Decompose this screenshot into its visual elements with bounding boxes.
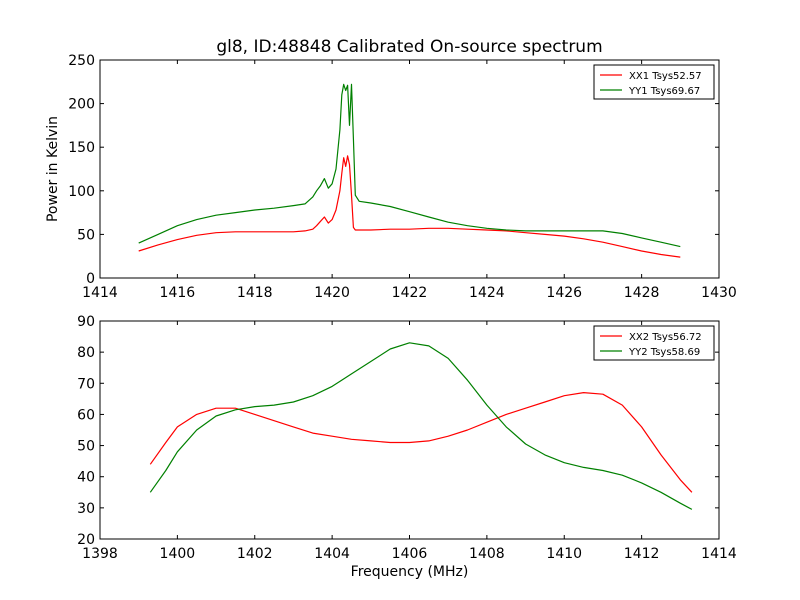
legend-entry: XX2 Tsys56.72	[629, 332, 702, 343]
x-tick-label: 1424	[469, 285, 505, 301]
legend: XX2 Tsys56.72 YY2 Tsys58.69	[593, 325, 715, 361]
y-tick-label: 100	[68, 184, 95, 200]
x-tick-label: 1414	[82, 285, 118, 301]
x-tick-label: 1402	[237, 546, 273, 562]
x-tick-label: 1412	[624, 546, 660, 562]
chart-title: gl8, ID:48848 Calibrated On-source spect…	[216, 37, 602, 57]
y-tick-label: 90	[77, 314, 95, 330]
series-line-1	[138, 155, 681, 258]
chart-panels: 1414 1416 1418 1420 1422 1424 1426 1428 14300501…	[45, 37, 737, 580]
y-tick-label: 40	[77, 470, 95, 486]
y-tick-label: 250	[68, 53, 95, 69]
y-tick-label: 50	[77, 439, 95, 455]
y-tick-label: 0	[86, 271, 95, 287]
legend-entry: YY1 Tsys69.67	[628, 86, 700, 97]
y-tick-label: 50	[77, 227, 95, 243]
legend: XX1 Tsys52.57 YY1 Tsys69.67	[593, 64, 715, 100]
legend-entry: XX1 Tsys52.57	[629, 71, 702, 82]
series-line-1	[149, 392, 693, 493]
y-axis-label: Power in Kelvin	[45, 116, 61, 222]
x-tick-label: 1426	[546, 285, 582, 301]
x-tick-label: 1400	[160, 546, 196, 562]
y-tick-label: 60	[77, 407, 95, 423]
x-tick-label: 1414	[701, 546, 737, 562]
x-tick-label: 1410	[546, 546, 582, 562]
legend-box	[593, 325, 715, 361]
series-line-2	[149, 342, 693, 510]
series-group	[138, 83, 681, 258]
series-group	[149, 342, 693, 510]
y-tick-label: 70	[77, 376, 95, 392]
legend-entry: YY2 Tsys58.69	[628, 347, 700, 358]
x-axis-label: Frequency (MHz)	[351, 564, 469, 580]
x-tick-label: 1430	[701, 285, 737, 301]
series-line-2	[138, 83, 681, 248]
x-tick-label: 1420	[314, 285, 350, 301]
x-tick-label: 1398	[82, 546, 118, 562]
chart-panel-2: 1398 1400 1402 1404 1406 1408 1410 1412 1414 20 30…	[77, 314, 737, 580]
y-tick-label: 30	[77, 501, 95, 517]
y-tick-label: 20	[77, 532, 95, 548]
x-tick-label: 1408	[469, 546, 505, 562]
y-tick-label: 150	[68, 140, 95, 156]
y-tick-label: 200	[68, 97, 95, 113]
x-tick-label: 1428	[624, 285, 660, 301]
legend-box	[593, 64, 715, 100]
chart-panel-1: 1414 1416 1418 1420 1422 1424 1426 1428 1430 0 50 1…	[45, 37, 737, 301]
x-tick-label: 1404	[314, 546, 350, 562]
x-tick-label: 1418	[237, 285, 273, 301]
x-tick-label: 1416	[160, 285, 196, 301]
x-tick-label: 1406	[392, 546, 428, 562]
y-tick-label: 80	[77, 345, 95, 361]
x-tick-label: 1422	[392, 285, 428, 301]
